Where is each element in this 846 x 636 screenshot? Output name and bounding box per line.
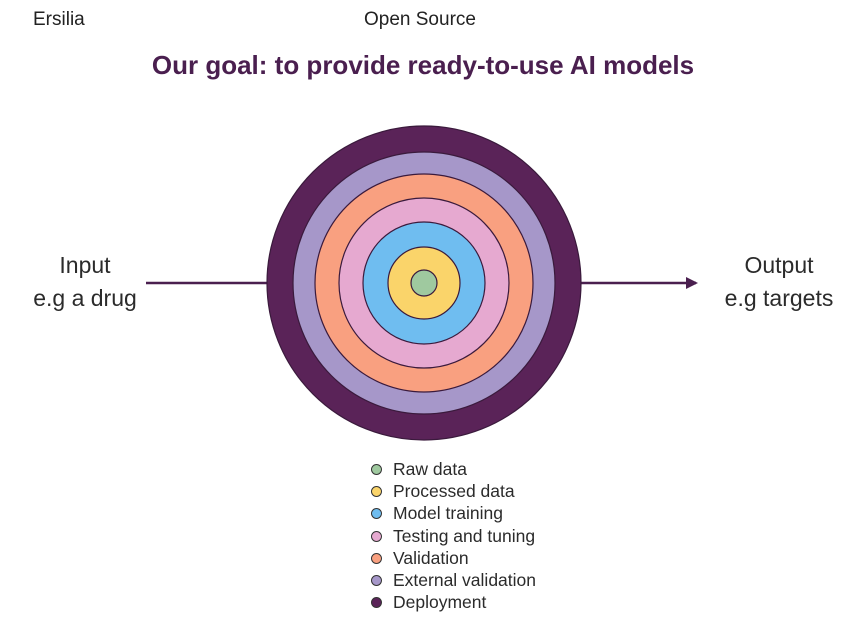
brand-name: Ersilia — [33, 9, 85, 30]
legend-item: Raw data — [371, 458, 536, 480]
legend-label: Testing and tuning — [393, 525, 536, 546]
output-title: Output — [744, 252, 814, 278]
ring-raw-data — [410, 269, 438, 297]
legend: Raw data Processed data Model training Test… — [371, 458, 536, 614]
legend-label: Model training — [393, 503, 503, 524]
legend-item: Processed data — [371, 480, 536, 502]
legend-swatch-icon — [371, 575, 382, 587]
legend-label: Validation — [393, 547, 469, 568]
legend-swatch-icon — [371, 485, 382, 497]
output-label: Output e.g targets — [714, 249, 844, 315]
legend-swatch-icon — [371, 552, 382, 564]
layer-rings — [266, 125, 582, 441]
legend-item: Validation — [371, 547, 536, 569]
input-example: e.g a drug — [33, 285, 137, 311]
legend-label: Deployment — [393, 592, 487, 613]
legend-swatch-icon — [371, 508, 382, 520]
input-label: Input e.g a drug — [20, 249, 150, 315]
legend-item: Model training — [371, 503, 536, 525]
page-title: Our goal: to provide ready-to-use AI mod… — [151, 50, 695, 80]
legend-label: Processed data — [393, 480, 515, 501]
legend-swatch-icon — [371, 463, 382, 475]
legend-label: Raw data — [393, 458, 467, 479]
output-example: e.g targets — [724, 285, 834, 311]
section-label: Open Source — [364, 9, 476, 30]
legend-swatch-icon — [371, 597, 382, 609]
legend-swatch-icon — [371, 530, 382, 542]
legend-item: Testing and tuning — [371, 525, 536, 547]
legend-label: External validation — [393, 570, 536, 591]
legend-item: External validation — [371, 569, 536, 591]
input-title: Input — [59, 252, 111, 278]
legend-item: Deployment — [371, 592, 536, 614]
